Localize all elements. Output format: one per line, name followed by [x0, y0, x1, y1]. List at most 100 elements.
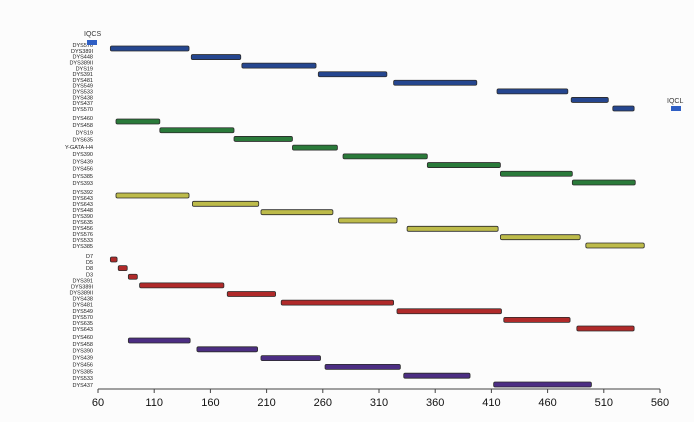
- y-axis-label: DYS438: [73, 297, 94, 303]
- range-bar: [192, 200, 260, 207]
- y-axis-label: DYS391: [73, 278, 94, 284]
- y-axis-label: DYS533: [73, 238, 94, 244]
- range-bar: [139, 282, 225, 289]
- range-bar: [109, 45, 190, 52]
- y-axis-label: DYS390: [73, 214, 94, 220]
- range-bar: [426, 162, 501, 168]
- marker-label: IQCL: [667, 98, 683, 105]
- x-tick-label: 360: [426, 397, 444, 409]
- y-axis-label: DYS390: [73, 152, 94, 158]
- y-axis-label: DYS570: [73, 315, 94, 321]
- y-axis-label: D5: [86, 260, 93, 266]
- range-bar: [115, 118, 161, 125]
- y-axis-label: DYS385: [73, 244, 94, 250]
- range-bar: [109, 256, 118, 263]
- marker-swatch: [87, 40, 97, 45]
- y-axis-label: DYS635: [73, 138, 94, 144]
- range-bar: [493, 381, 592, 388]
- range-bar: [196, 346, 259, 353]
- y-axis-label: DYS385: [73, 174, 94, 180]
- range-bar: [503, 316, 571, 323]
- y-axis-label: DYS635: [73, 220, 94, 226]
- y-axis-label: DYS385: [73, 369, 94, 375]
- range-bar: [233, 136, 293, 142]
- y-axis-label: DYS460: [73, 116, 94, 122]
- range-bar: [576, 325, 635, 332]
- range-bar: [127, 273, 138, 280]
- range-bar: [190, 54, 242, 60]
- y-axis-label: DYS643: [73, 196, 94, 202]
- y-axis-label: DYS481: [73, 78, 94, 84]
- y-axis-label: DYS533: [73, 376, 94, 382]
- y-axis-label: D7: [86, 254, 93, 260]
- range-bar: [324, 363, 401, 370]
- y-axis-label: DYS389II: [69, 60, 93, 66]
- range-bar: [241, 62, 317, 69]
- y-axis-label: DYS643: [73, 202, 94, 208]
- y-axis-label: DYS576: [73, 232, 94, 238]
- x-tick-label: 210: [257, 397, 275, 409]
- range-bar: [612, 105, 635, 112]
- y-axis-label: DYS439: [73, 159, 94, 165]
- y-axis-label: DYS438: [73, 95, 94, 101]
- range-bar: [571, 179, 636, 186]
- y-axis-label: DYS481: [73, 303, 94, 309]
- y-axis-label: DYS390: [73, 349, 94, 355]
- range-bar: [393, 79, 478, 86]
- range-bar: [499, 234, 581, 241]
- x-tick-label: 160: [201, 397, 219, 409]
- y-axis-label: D8: [86, 266, 93, 272]
- x-tick-label: 260: [314, 397, 332, 409]
- y-axis-label: DYS456: [73, 167, 94, 173]
- range-bar: [127, 337, 191, 344]
- y-axis-label: DYS19: [76, 66, 93, 72]
- range-bar: [115, 192, 190, 199]
- range-bar: [159, 127, 235, 134]
- y-axis-label: DYS576: [73, 43, 94, 49]
- y-axis-label: DYS391: [73, 72, 94, 78]
- range-bar: [260, 355, 321, 362]
- y-axis-label: DYS460: [73, 335, 94, 341]
- range-bar: [570, 97, 609, 103]
- x-tick-label: 460: [538, 397, 556, 409]
- marker-label: IQCS: [84, 31, 101, 38]
- y-axis-label: DYS456: [73, 226, 94, 232]
- range-bar: [406, 225, 499, 232]
- y-axis-label: D3: [86, 272, 93, 278]
- x-tick-label: 560: [651, 397, 669, 409]
- x-tick-label: 310: [370, 397, 388, 409]
- y-axis-label: DYS643: [73, 327, 94, 333]
- range-bar: [338, 217, 398, 224]
- y-axis-label: DYS389I: [71, 284, 93, 290]
- y-axis-label: DYS392: [73, 190, 94, 196]
- y-axis-label: DYS570: [73, 107, 94, 113]
- x-tick-label: 110: [145, 397, 163, 409]
- y-axis-label: DYS439: [73, 356, 94, 362]
- y-axis-label: DYS458: [73, 342, 94, 348]
- range-bar: [260, 209, 334, 216]
- range-bar: [226, 291, 276, 297]
- y-axis-label: DYS448: [73, 55, 94, 61]
- y-axis-label: DYS393: [73, 181, 94, 187]
- y-axis-label: DYS437: [73, 101, 94, 107]
- y-axis-label: DYS389I: [71, 49, 93, 55]
- range-bar: [585, 242, 645, 249]
- range-bar: [317, 71, 388, 78]
- y-axis-label: Y-GATA-H4: [65, 145, 93, 151]
- x-tick-label: 410: [482, 397, 500, 409]
- range-bar: [396, 308, 502, 315]
- y-axis-label: DYS635: [73, 321, 94, 327]
- y-axis-label: DYS389II: [69, 291, 93, 297]
- range-bar: [280, 299, 395, 306]
- x-tick-label: 510: [595, 397, 613, 409]
- y-axis-label: DYS458: [73, 123, 94, 129]
- y-axis-label: DYS549: [73, 84, 94, 90]
- y-axis-label: DYS437: [73, 383, 94, 389]
- range-bar: [496, 88, 569, 95]
- range-bar: [292, 144, 338, 151]
- x-tick-label: 60: [92, 397, 104, 409]
- marker-swatch: [671, 106, 681, 111]
- range-bar: [403, 372, 471, 379]
